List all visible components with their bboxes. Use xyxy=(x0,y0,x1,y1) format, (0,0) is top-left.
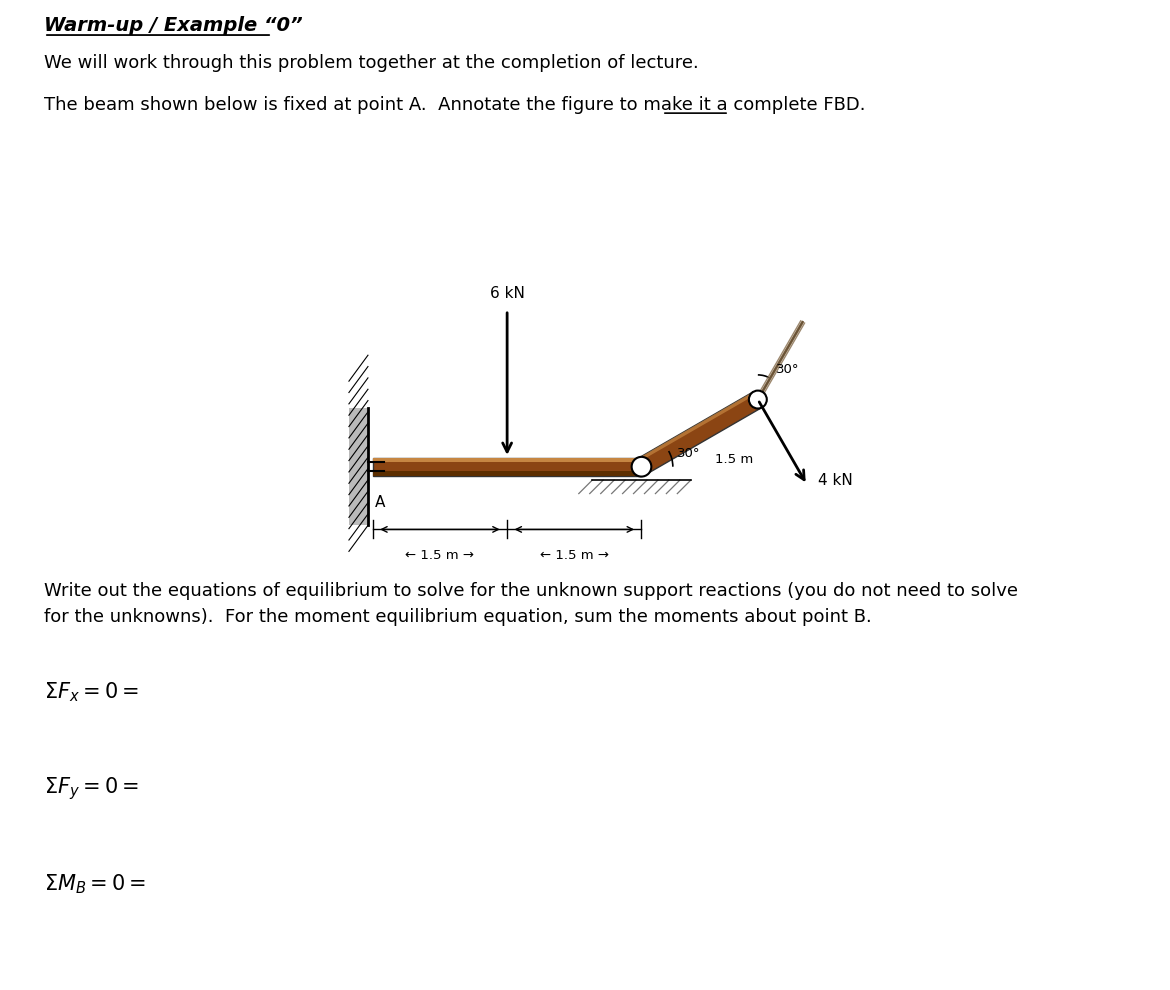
Text: Write out the equations of equilibrium to solve for the unknown support reaction: Write out the equations of equilibrium t… xyxy=(44,582,1018,600)
Text: $\Sigma F_y = 0 =$: $\Sigma F_y = 0 =$ xyxy=(44,775,139,802)
Circle shape xyxy=(749,391,766,409)
Polygon shape xyxy=(636,392,755,462)
Text: 1.5 m: 1.5 m xyxy=(715,452,753,465)
Text: A: A xyxy=(374,495,385,511)
Circle shape xyxy=(632,456,652,476)
Text: 4 kN: 4 kN xyxy=(818,473,853,488)
Polygon shape xyxy=(636,392,763,474)
Bar xyxy=(373,457,641,462)
Text: We will work through this problem together at the completion of lecture.: We will work through this problem togeth… xyxy=(44,54,698,72)
Bar xyxy=(349,409,369,525)
Text: for the unknowns).  For the moment equilibrium equation, sum the moments about p: for the unknowns). For the moment equili… xyxy=(44,608,872,627)
Text: $\Sigma M_B = 0 =$: $\Sigma M_B = 0 =$ xyxy=(44,872,146,896)
Text: 30°: 30° xyxy=(677,446,701,459)
Text: 30°: 30° xyxy=(776,363,799,376)
Text: ← 1.5 m →: ← 1.5 m → xyxy=(539,549,608,562)
Bar xyxy=(373,471,641,475)
Text: The beam shown below is fixed at point A.  Annotate the figure to make it a comp: The beam shown below is fixed at point A… xyxy=(44,96,866,114)
Bar xyxy=(373,457,641,475)
Text: ← 1.5 m →: ← 1.5 m → xyxy=(406,549,475,562)
Text: Warm-up / Example “0”: Warm-up / Example “0” xyxy=(44,16,303,35)
Text: 6 kN: 6 kN xyxy=(490,286,524,301)
Text: $\Sigma F_x = 0 =$: $\Sigma F_x = 0 =$ xyxy=(44,680,139,704)
